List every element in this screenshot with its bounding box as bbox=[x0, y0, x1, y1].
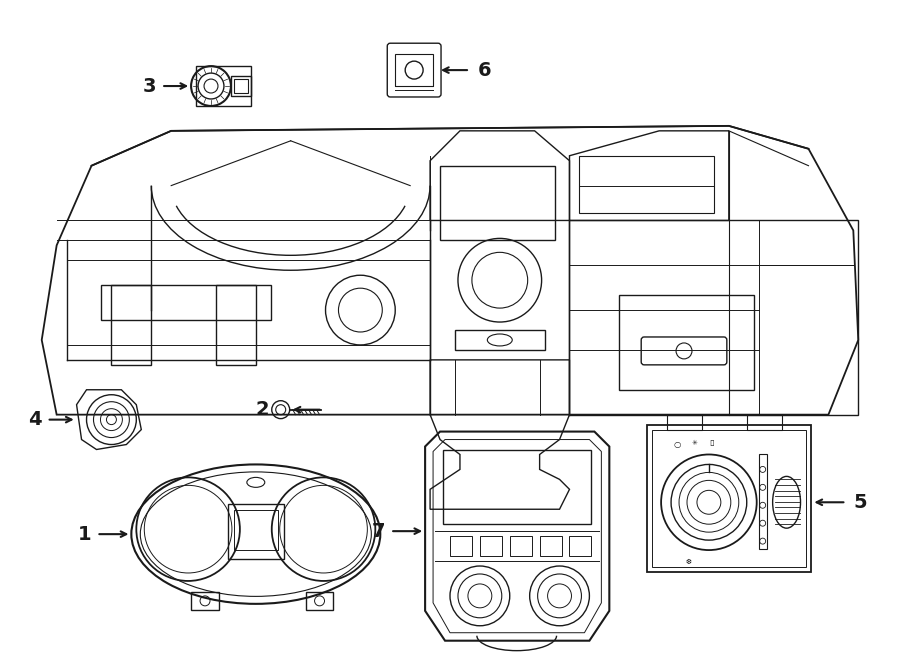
Bar bbox=[191, 592, 219, 610]
Bar bbox=[747, 414, 781, 430]
Text: ○: ○ bbox=[673, 440, 680, 449]
Text: 3: 3 bbox=[143, 77, 157, 95]
Bar bbox=[480, 536, 502, 556]
Text: ▯: ▯ bbox=[709, 438, 715, 447]
Bar bbox=[455, 330, 544, 350]
Bar bbox=[667, 414, 702, 430]
Bar bbox=[440, 166, 554, 240]
Bar bbox=[228, 504, 284, 559]
Bar bbox=[647, 424, 812, 572]
Bar bbox=[234, 510, 278, 550]
Bar bbox=[443, 449, 591, 524]
Text: 1: 1 bbox=[78, 525, 92, 544]
Text: 5: 5 bbox=[853, 493, 867, 512]
Bar bbox=[450, 536, 472, 556]
Text: ✳: ✳ bbox=[692, 440, 698, 446]
Bar bbox=[652, 430, 806, 567]
Bar bbox=[570, 536, 591, 556]
Bar bbox=[102, 285, 271, 320]
Text: 4: 4 bbox=[28, 410, 41, 429]
Bar bbox=[234, 79, 248, 93]
Bar bbox=[306, 592, 334, 610]
Bar bbox=[540, 536, 562, 556]
Text: ❆: ❆ bbox=[686, 559, 692, 565]
Text: 6: 6 bbox=[478, 61, 491, 79]
Bar bbox=[580, 156, 714, 214]
Bar bbox=[759, 455, 767, 549]
Bar bbox=[395, 54, 433, 86]
Text: 7: 7 bbox=[372, 522, 385, 541]
Bar bbox=[112, 285, 151, 365]
Bar bbox=[509, 536, 532, 556]
Bar bbox=[196, 66, 251, 106]
Bar bbox=[216, 285, 256, 365]
Text: 2: 2 bbox=[255, 400, 269, 419]
